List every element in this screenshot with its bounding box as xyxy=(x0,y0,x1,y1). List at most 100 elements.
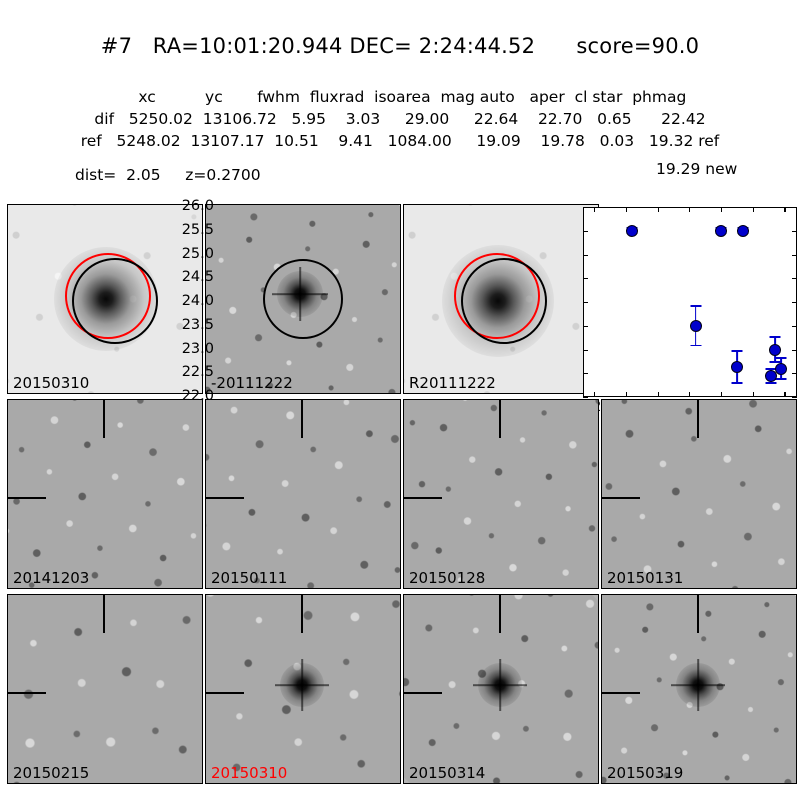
x-axis-tick xyxy=(689,392,691,397)
error-bar-cap xyxy=(775,357,787,359)
x-axis-tick xyxy=(720,207,723,212)
data-point xyxy=(768,343,781,356)
data-point-upper-limit xyxy=(714,224,727,237)
crosshair-tick-horizontal xyxy=(8,692,46,694)
stamp-epoch-20150128[interactable]: 20150128 xyxy=(403,399,599,589)
image-noise xyxy=(404,400,598,588)
crosshair-tick-vertical xyxy=(103,400,105,438)
error-bar-cap xyxy=(765,381,777,384)
data-point xyxy=(689,319,702,332)
crosshair-tick-horizontal xyxy=(404,692,442,694)
plot-frame xyxy=(583,207,797,397)
source-blob xyxy=(280,663,324,707)
page-title: #7 RA=10:01:20.944 DEC= 2:24:44.52 score… xyxy=(100,34,700,58)
x-axis-tick xyxy=(625,207,627,212)
image-noise xyxy=(404,205,598,393)
x-axis-tick xyxy=(689,207,691,212)
y-axis-tick xyxy=(583,349,588,351)
y-axis-tick xyxy=(583,397,588,399)
crosshair-tick-horizontal xyxy=(602,692,640,694)
error-bar-cap xyxy=(769,360,781,363)
error-bar-cap xyxy=(731,381,743,384)
stamp-label: -20111222 xyxy=(211,374,293,393)
y-axis-tick-label: 25.5 xyxy=(181,221,214,238)
y-axis-tick xyxy=(792,373,797,375)
stamp-epoch-20150314[interactable]: 20150314 xyxy=(403,594,599,784)
stamp-label: 20150310 xyxy=(211,764,288,783)
stamp-label: 20150131 xyxy=(607,569,684,588)
y-axis-tick-label: 23.0 xyxy=(181,340,214,357)
photometry-column-headers: xc yc fwhm fluxrad isoarea mag auto aper… xyxy=(113,88,687,106)
image-noise xyxy=(8,595,202,783)
stamp-epoch-20141203[interactable]: 20141203 xyxy=(7,399,203,589)
crosshair-tick-vertical xyxy=(499,595,501,633)
crosshair-tick-horizontal xyxy=(206,497,244,499)
image-noise xyxy=(206,400,400,588)
x-axis-tick xyxy=(594,207,596,212)
stamp-label: 20150128 xyxy=(409,569,486,588)
stamp-label: 20150111 xyxy=(211,569,288,588)
stamp-reference-image[interactable]: R20111222 xyxy=(403,204,599,394)
source-blob xyxy=(478,663,522,707)
light-curve-plot[interactable] xyxy=(583,207,797,399)
stamp-label: R20111222 xyxy=(409,374,496,393)
stamp-epoch-20150131[interactable]: 20150131 xyxy=(601,399,797,589)
error-bar-cap xyxy=(731,350,743,353)
error-bar-cap xyxy=(690,304,702,307)
data-point xyxy=(730,361,743,374)
stamp-new-image[interactable]: 20150310 xyxy=(7,204,203,394)
x-axis-tick xyxy=(657,207,659,212)
error-bar-cap xyxy=(769,336,781,338)
y-axis-tick xyxy=(792,302,797,304)
crosshair-tick-vertical xyxy=(301,400,303,438)
error-bar-cap xyxy=(690,344,702,347)
y-axis-tick-label: 26.0 xyxy=(181,198,214,214)
stamp-epoch-20150111[interactable]: 20150111 xyxy=(205,399,401,589)
crosshair-tick-horizontal xyxy=(8,497,46,499)
crosshair-tick-horizontal xyxy=(404,497,442,499)
data-point-upper-limit xyxy=(626,224,639,237)
y-axis-tick xyxy=(583,278,588,280)
y-axis-tick xyxy=(792,207,797,209)
stamp-label: 20150310 xyxy=(13,374,90,393)
y-axis-tick-label: 22.5 xyxy=(181,364,214,381)
stamp-epoch-20150215[interactable]: 20150215 xyxy=(7,594,203,784)
image-noise xyxy=(8,400,202,588)
x-axis-tick xyxy=(625,392,627,397)
stamp-difference-image[interactable]: -20111222 xyxy=(205,204,401,394)
y-axis-tick xyxy=(583,302,588,304)
y-axis-tick xyxy=(583,373,588,375)
y-axis-tick xyxy=(792,349,797,351)
error-bar-cap xyxy=(765,368,777,371)
error-bar-cap xyxy=(775,377,787,380)
crosshair-tick-vertical xyxy=(103,595,105,633)
crosshair-tick-vertical xyxy=(697,595,699,633)
crosshair-tick-vertical xyxy=(697,400,699,438)
x-axis-tick xyxy=(784,392,786,397)
aperture-circle-black xyxy=(263,259,343,339)
crosshair-tick-vertical xyxy=(499,400,501,438)
stamp-epoch-20150310[interactable]: 20150310 xyxy=(205,594,401,784)
crosshair-tick-vertical xyxy=(301,595,303,633)
image-noise xyxy=(602,400,796,588)
stamp-epoch-20150319[interactable]: 20150319 xyxy=(601,594,797,784)
y-axis-tick xyxy=(583,207,588,209)
x-axis-tick xyxy=(657,392,659,397)
x-axis-tick xyxy=(720,392,723,397)
y-axis-tick xyxy=(792,325,797,327)
y-axis-tick xyxy=(583,230,588,232)
x-axis-tick xyxy=(752,392,754,397)
y-axis-tick-label: 23.5 xyxy=(181,316,214,333)
photometry-row-dif: dif 5250.02 13106.72 5.95 3.03 29.00 22.… xyxy=(94,110,706,128)
stamp-label: 20150215 xyxy=(13,764,90,783)
new-magnitude-line: 19.29 new xyxy=(656,160,738,178)
aperture-circle-black xyxy=(461,258,547,344)
crosshair-tick-horizontal xyxy=(206,692,244,694)
y-axis-tick xyxy=(583,254,588,256)
y-axis-tick-label: 25.0 xyxy=(181,245,214,262)
aperture-circle-black xyxy=(72,258,158,344)
stamp-label: 20150319 xyxy=(607,764,684,783)
photometry-row-ref: ref 5248.02 13107.17 10.51 9.41 1084.00 … xyxy=(80,132,720,150)
y-axis-tick-label: 24.0 xyxy=(181,293,214,309)
